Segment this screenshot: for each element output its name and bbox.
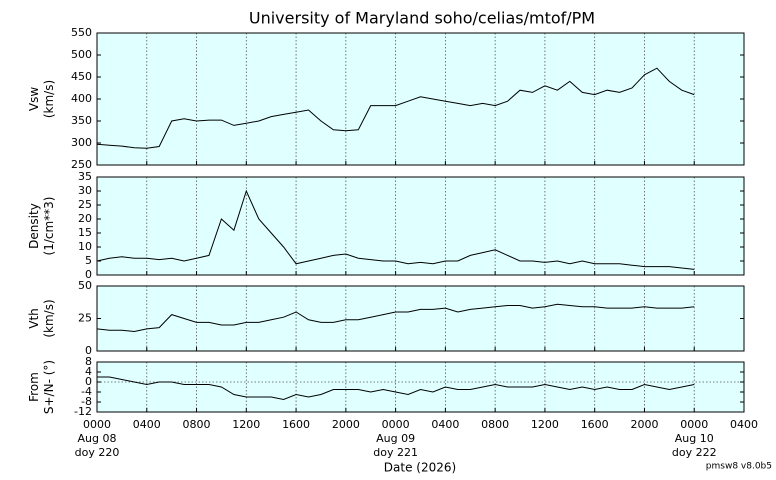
y-axis-label: Vth <box>27 308 41 329</box>
x-tick-label: 0400 <box>133 418 161 431</box>
x-tick-label: 0400 <box>730 418 758 431</box>
doy-label: doy 221 <box>373 446 418 459</box>
panel-background <box>97 33 744 165</box>
y-tick-label: 25 <box>78 198 92 211</box>
y-tick-label: 4 <box>85 365 92 378</box>
y-tick-label: 550 <box>71 26 92 39</box>
x-tick-label: 0000 <box>680 418 708 431</box>
y-tick-label: 300 <box>71 136 92 149</box>
x-tick-label: 0800 <box>183 418 211 431</box>
date-label: Aug 10 <box>675 432 714 445</box>
panel-background <box>97 177 744 275</box>
y-tick-label: -8 <box>81 395 92 408</box>
y-tick-label: 400 <box>71 92 92 105</box>
date-label: Aug 09 <box>376 432 415 445</box>
y-axis-label: Density <box>27 203 41 249</box>
y-tick-label: 50 <box>78 279 92 292</box>
y-tick-label: 0 <box>85 344 92 357</box>
y-tick-label: 250 <box>71 158 92 171</box>
y-axis-label: (km/s) <box>42 80 56 118</box>
x-axis-label: Date (2026) <box>384 461 456 475</box>
x-tick-label: 1200 <box>232 418 260 431</box>
data-line <box>96 189 695 270</box>
y-tick-label: 500 <box>71 48 92 61</box>
y-tick-label: -4 <box>81 385 92 398</box>
doy-label: doy 220 <box>75 446 120 459</box>
data-line <box>96 67 695 149</box>
panel-frame <box>96 361 745 413</box>
y-tick-label: 35 <box>78 170 92 183</box>
y-tick-label: 450 <box>71 70 92 83</box>
y-tick-label: 10 <box>78 240 92 253</box>
y-axis-label: From <box>27 372 41 402</box>
panel-background <box>97 362 744 412</box>
data-line <box>97 376 695 401</box>
date-label: Aug 08 <box>78 432 117 445</box>
x-tick-label: 1200 <box>531 418 559 431</box>
x-tick-label: 2000 <box>332 418 360 431</box>
panel-frame <box>96 32 745 166</box>
x-tick-label: 0400 <box>431 418 459 431</box>
x-tick-label: 2000 <box>630 418 658 431</box>
y-tick-label: 25 <box>78 312 92 325</box>
panel-background <box>97 286 744 351</box>
chart-title: University of Maryland soho/celias/mtof/… <box>249 9 595 28</box>
y-tick-label: 0 <box>85 375 92 388</box>
y-tick-label: 350 <box>71 114 92 127</box>
x-tick-label: 0000 <box>83 418 111 431</box>
panel-frame <box>96 285 745 352</box>
y-tick-label: 20 <box>78 212 92 225</box>
y-axis-label: (km/s) <box>42 299 56 337</box>
y-axis-label: S+/N- (°) <box>42 360 56 414</box>
y-tick-label: -12 <box>74 405 92 418</box>
footer: pmsw8 v8.0b5 <box>706 462 772 472</box>
panel-frame <box>96 176 745 276</box>
doy-label: doy 222 <box>672 446 717 459</box>
x-tick-label: 1600 <box>282 418 310 431</box>
x-tick-label: 1600 <box>581 418 609 431</box>
x-tick-label: 0800 <box>481 418 509 431</box>
x-tick-label: 0000 <box>382 418 410 431</box>
y-axis-label: (1/cm**3) <box>42 197 56 256</box>
y-tick-label: 8 <box>85 355 92 368</box>
y-tick-label: 30 <box>78 184 92 197</box>
y-tick-label: 5 <box>85 254 92 267</box>
y-tick-label: 0 <box>85 268 92 281</box>
y-axis-label: Vsw <box>27 87 41 111</box>
y-tick-label: 15 <box>78 226 92 239</box>
data-line <box>96 303 695 333</box>
